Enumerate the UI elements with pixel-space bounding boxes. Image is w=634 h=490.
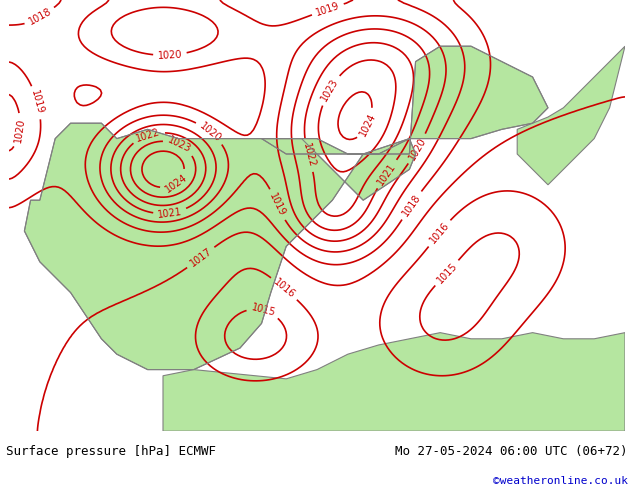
Text: Surface pressure [hPa] ECMWF: Surface pressure [hPa] ECMWF xyxy=(6,445,216,458)
Text: 1019: 1019 xyxy=(268,192,287,218)
Text: 1019: 1019 xyxy=(29,89,46,116)
Text: 1018: 1018 xyxy=(400,193,422,218)
Text: 1020: 1020 xyxy=(197,121,223,144)
Text: 1024: 1024 xyxy=(163,172,189,195)
Text: 1023: 1023 xyxy=(320,77,340,103)
Text: 1017: 1017 xyxy=(188,246,214,269)
Text: 1016: 1016 xyxy=(271,277,297,300)
Polygon shape xyxy=(262,46,548,154)
Text: 1020: 1020 xyxy=(13,118,26,143)
Text: 1020: 1020 xyxy=(157,49,183,61)
Text: 1024: 1024 xyxy=(358,111,378,138)
Text: 1023: 1023 xyxy=(166,135,193,155)
Text: ©weatheronline.co.uk: ©weatheronline.co.uk xyxy=(493,476,628,486)
Polygon shape xyxy=(24,123,415,369)
Text: 1022: 1022 xyxy=(135,126,162,144)
Text: 1020: 1020 xyxy=(407,136,428,162)
Text: 1019: 1019 xyxy=(314,0,341,18)
Text: 1021: 1021 xyxy=(157,206,183,220)
Text: 1021: 1021 xyxy=(375,161,398,187)
Polygon shape xyxy=(517,46,625,185)
Text: 1018: 1018 xyxy=(27,6,53,27)
Text: 1015: 1015 xyxy=(435,261,459,285)
Text: Mo 27-05-2024 06:00 UTC (06+72): Mo 27-05-2024 06:00 UTC (06+72) xyxy=(395,445,628,458)
Text: 1016: 1016 xyxy=(427,220,451,246)
Text: 1015: 1015 xyxy=(250,302,276,318)
Polygon shape xyxy=(163,333,625,431)
Text: 1022: 1022 xyxy=(301,142,316,169)
